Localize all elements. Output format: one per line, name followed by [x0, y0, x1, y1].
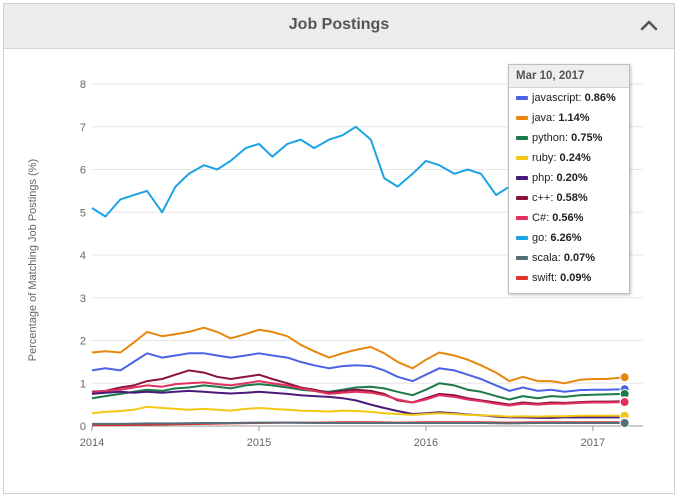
- y-tick-label: 8: [80, 79, 86, 91]
- series-line-java[interactable]: [91, 326, 625, 385]
- series-swatch: [516, 256, 528, 261]
- tooltip-row: ruby: 0.24%: [509, 148, 629, 168]
- tooltip-series-name: C#: [532, 212, 547, 224]
- tooltip-series-value: 0.86%: [584, 92, 616, 104]
- y-tick-label: 2: [80, 336, 86, 348]
- y-tick-label: 0: [80, 421, 86, 433]
- tooltip-series-name: java: [532, 112, 553, 124]
- tooltip: Mar 10, 2017 javascript: 0.86% java: 1.14…: [508, 64, 630, 294]
- x-tick-label: 2015: [247, 437, 271, 449]
- tooltip-series-value: 0.58%: [556, 192, 588, 204]
- y-tick-label: 5: [80, 207, 86, 219]
- panel-title: Job Postings: [288, 16, 390, 33]
- y-axis-label: Percentage of Matching Job Postings (%): [27, 159, 39, 361]
- tooltip-series-value: 1.14%: [558, 112, 590, 124]
- tooltip-series-name: swift: [532, 272, 554, 284]
- series-endpoint[interactable]: [619, 372, 630, 383]
- collapse-button[interactable]: [638, 16, 660, 34]
- y-tick-label: 7: [80, 122, 86, 134]
- tooltip-series-value: 0.20%: [556, 172, 588, 184]
- series-line-php[interactable]: [91, 389, 625, 419]
- tooltip-row: C#: 0.56%: [509, 208, 629, 228]
- x-tick-label: 2016: [414, 437, 438, 449]
- series-line-scala[interactable]: [92, 421, 625, 425]
- series-line-javascript[interactable]: [91, 352, 625, 393]
- tooltip-row: swift: 0.09%: [509, 268, 629, 288]
- y-tick-label: 4: [80, 250, 86, 262]
- tooltip-row: java: 1.14%: [509, 108, 629, 128]
- tooltip-series-name: ruby: [532, 152, 554, 164]
- tooltip-row: python: 0.75%: [509, 128, 629, 148]
- tooltip-row: go: 6.26%: [509, 228, 629, 248]
- x-tick-label: 2017: [581, 437, 605, 449]
- tooltip-series-value: 0.75%: [571, 132, 603, 144]
- series-swatch: [516, 176, 528, 181]
- series-swatch: [516, 236, 528, 241]
- series-line-ruby[interactable]: [91, 405, 625, 418]
- series-line-python[interactable]: [91, 382, 625, 401]
- tooltip-row: php: 0.20%: [509, 168, 629, 188]
- tooltip-series-value: 0.07%: [563, 252, 596, 264]
- series-swatch: [516, 276, 528, 281]
- tooltip-series-name: scala: [532, 252, 558, 264]
- series-swatch: [516, 96, 528, 101]
- tooltip-series-value: 0.56%: [552, 212, 584, 224]
- chevron-up-icon: [640, 20, 658, 31]
- x-tick-label: 2014: [80, 437, 104, 449]
- series-swatch: [516, 216, 528, 221]
- tooltip-row: javascript: 0.86%: [509, 88, 629, 108]
- tooltip-series-name: php: [532, 172, 551, 184]
- tooltip-date: Mar 10, 2017: [509, 65, 629, 88]
- tooltip-series-value: 0.09%: [560, 272, 592, 284]
- tooltip-series-name: c++: [532, 192, 551, 204]
- series-endpoint[interactable]: [619, 418, 630, 429]
- series-swatch: [516, 156, 528, 161]
- tooltip-series-name: go: [532, 232, 545, 244]
- tooltip-series-name: javascript: [532, 92, 579, 104]
- series-swatch: [516, 136, 528, 141]
- series-swatch: [516, 116, 528, 121]
- tooltip-series-value: 6.26%: [550, 232, 582, 244]
- y-tick-label: 1: [80, 378, 86, 390]
- y-tick-label: 6: [80, 165, 86, 177]
- tooltip-row: scala: 0.07%: [509, 248, 629, 268]
- series-line-c[interactable]: [91, 380, 625, 407]
- tooltip-row: c++: 0.58%: [509, 188, 629, 208]
- tooltip-series-value: 0.24%: [559, 152, 591, 164]
- series-endpoint[interactable]: [619, 397, 630, 408]
- panel-header: Job Postings: [4, 4, 674, 49]
- y-tick-label: 3: [80, 293, 86, 305]
- tooltip-series-name: python: [532, 132, 566, 144]
- series-swatch: [516, 196, 528, 201]
